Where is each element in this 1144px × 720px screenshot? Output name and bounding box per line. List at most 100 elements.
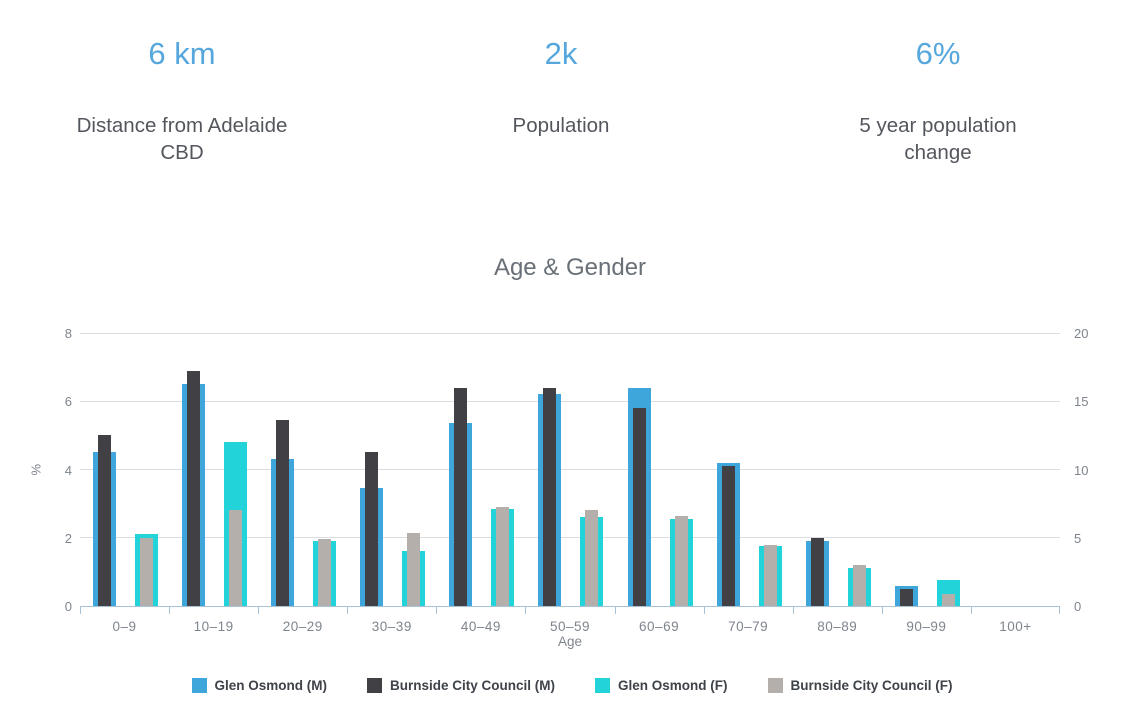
plot-area: 0–9 10–19 20–29 30–39 40–49 50–59 60–69 70–79 80… — [80, 333, 1060, 634]
bar-cluster-female — [491, 334, 515, 606]
bar — [187, 370, 201, 606]
bar-cluster-male — [805, 334, 829, 606]
x-axis-tick — [436, 607, 438, 614]
bar — [229, 510, 243, 606]
x-axis-tick — [792, 607, 794, 614]
x-axis-tick — [80, 607, 81, 614]
bar-cluster-male — [93, 334, 116, 606]
gridline — [80, 401, 1060, 402]
bar — [585, 510, 599, 606]
x-axis-tick-label: 90–99 — [906, 619, 947, 634]
legend-swatch — [767, 678, 783, 693]
bar-group — [704, 334, 793, 606]
legend-item: Burnside City Council (M) — [367, 678, 555, 693]
y-axis-tick-left: 6 — [64, 394, 72, 410]
bar-cluster-female — [1026, 334, 1049, 606]
bar — [140, 537, 153, 606]
bar — [98, 435, 111, 606]
x-axis-tick-label: 100+ — [999, 619, 1032, 634]
bar — [810, 537, 824, 606]
bar-cluster-male — [894, 334, 918, 606]
bar — [632, 408, 646, 606]
bar — [407, 532, 421, 606]
bar — [899, 588, 913, 606]
stat-distance-label: Distance from Adelaide CBD — [76, 114, 288, 164]
bar — [365, 452, 379, 606]
x-axis-tick — [970, 607, 972, 614]
legend-label: Glen Osmond (F) — [618, 678, 728, 693]
bar — [496, 507, 510, 606]
bar-cluster-male — [984, 334, 1007, 606]
bar-group — [347, 334, 436, 606]
x-axis-tick — [258, 607, 260, 614]
x-axis-tick-label: 40–49 — [460, 619, 501, 634]
stat-population-change-value: 6% — [915, 36, 961, 71]
legend-swatch — [367, 678, 382, 693]
stat-distance: 6 km Distance from Adelaide CBD — [32, 36, 332, 166]
bar-cluster-male — [182, 334, 206, 606]
bar — [941, 594, 955, 606]
stat-population-label: Population — [512, 114, 610, 137]
bar-cluster-female — [313, 334, 337, 606]
y-axis-tick-left: 0 — [64, 599, 72, 614]
bar — [674, 515, 688, 606]
y-axis-tick-right: 10 — [1074, 462, 1089, 478]
y-axis-tick-right: 15 — [1074, 394, 1089, 410]
x-axis-tick-label: 50–59 — [549, 619, 591, 634]
y-axis-tick-right: 20 — [1074, 326, 1089, 341]
stat-population-change-label: 5 year population change — [859, 114, 1017, 164]
legend-item: Glen Osmond (F) — [595, 678, 728, 693]
stat-population-value: 2k — [544, 36, 578, 71]
bar — [454, 387, 468, 606]
bar-group — [882, 334, 971, 606]
bar-cluster-male — [449, 334, 473, 606]
y-axis-tick-right: 0 — [1074, 599, 1082, 614]
legend-swatch — [595, 678, 610, 693]
bar-group — [615, 334, 704, 606]
bar — [276, 420, 290, 606]
bar — [543, 387, 557, 606]
y-axis-tick-left: 8 — [64, 326, 72, 341]
legend-swatch — [191, 678, 207, 693]
bar-group — [258, 334, 347, 606]
chart-title: Age & Gender — [493, 254, 647, 281]
x-axis-tick — [881, 607, 883, 614]
bar-cluster-female — [402, 334, 426, 606]
bar-cluster-female — [758, 334, 782, 606]
legend-item: Glen Osmond (M) — [191, 678, 328, 693]
x-axis-tick — [614, 607, 616, 614]
y-axis-tick-left: 2 — [64, 530, 72, 546]
y-axis-tick-left: 4 — [64, 462, 72, 478]
gridline — [80, 469, 1060, 470]
bar-cluster-male — [538, 334, 562, 606]
legend-label: Burnside City Council (M) — [390, 678, 555, 693]
x-axis-tick-label: 0–9 — [112, 619, 137, 634]
legend-label: Burnside City Council (F) — [790, 678, 953, 693]
bar — [852, 565, 866, 606]
gridline — [80, 333, 1060, 334]
stat-population: 2k Population — [411, 36, 711, 139]
bar-group — [971, 334, 1060, 606]
bar-cluster-male — [360, 334, 384, 606]
bar — [318, 539, 332, 606]
x-axis-tick-label: 20–29 — [282, 619, 323, 634]
x-axis-tick-label: 80–89 — [817, 619, 858, 634]
x-axis-title: Age — [557, 634, 583, 649]
bar-cluster-female — [847, 334, 871, 606]
bar-cluster-male — [716, 334, 740, 606]
x-axis-tick — [347, 607, 349, 614]
x-axis-tick — [1059, 607, 1060, 614]
x-axis-tick-label: 30–39 — [371, 619, 412, 634]
stat-population-change: 6% 5 year population change — [788, 36, 1088, 166]
bar-group — [80, 334, 169, 606]
gridline — [80, 537, 1060, 538]
x-axis-tick — [703, 607, 705, 614]
bar-cluster-female — [936, 334, 960, 606]
bar-cluster-female — [669, 334, 693, 606]
x-axis-tick — [525, 607, 527, 614]
legend-label: Glen Osmond (M) — [214, 678, 328, 693]
bar-cluster-female — [224, 334, 248, 606]
x-axis-tick-label: 10–19 — [193, 619, 234, 634]
chart-legend: Glen Osmond (M) Burnside City Council (M)… — [0, 678, 1144, 693]
